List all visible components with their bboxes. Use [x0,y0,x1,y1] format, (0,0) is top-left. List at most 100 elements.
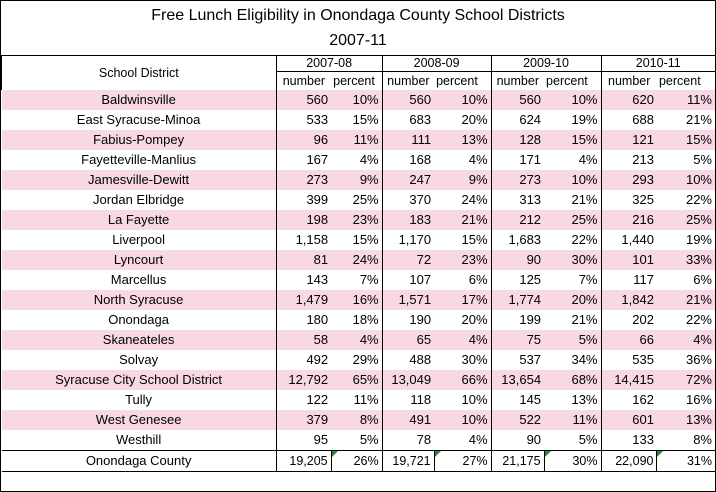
header-number: number [600,71,657,90]
district-name: Skaneateles [1,330,277,350]
percent-cell: 13% [434,130,492,150]
table-row: Baldwinsville 560 10% 560 10% 560 10% 620 11% [1,90,715,110]
percent-cell: 4% [656,330,715,350]
total-number-cell: 21,175 [490,450,545,472]
cell-flag-icon [545,451,551,457]
number-cell: 216 [600,210,657,230]
table-row: Solvay 492 29% 488 30% 537 34% 535 36% [2,350,716,370]
number-cell: 125 [490,270,545,290]
percent-cell: 15% [352,112,379,127]
percent-cell: 30% [461,352,488,367]
number-cell: 90 [490,250,545,270]
table-row: Jordan Elbridge 399 25% 370 24% 313 21% 325 22% [2,190,716,210]
number-cell: 601 [600,410,657,430]
number-cell: 96 [275,130,332,150]
number-cell: 560 [381,90,435,110]
number-cell: 101 [600,250,657,270]
percent-cell: 13% [656,410,715,430]
number-cell: 560 [490,90,545,110]
header-percent: percent [333,74,375,88]
percent-cell: 34% [571,352,598,367]
number-cell: 14,415 [600,370,657,390]
percent-cell: 11% [544,410,601,430]
district-name: Onondaga [108,312,169,327]
number-cell: 688 [600,110,657,130]
percent-cell: 24% [331,250,383,270]
district-name: Fabius-Pompey [1,130,277,150]
header-year: 2007-08 [275,55,383,72]
number-cell: 488 [381,350,435,370]
percent-cell: 10% [461,392,488,407]
number-cell: 313 [490,190,545,210]
percent-cell: 18% [352,312,379,327]
district-name: La Fayette [1,210,277,230]
total-percent-cell: 27% [433,450,492,472]
data-table: School District 2007-08 2008-09 2009-10 … [1,55,715,472]
number-cell: 1,170 [381,230,435,250]
number-cell: 399 [275,190,332,210]
percent-cell: 10% [544,90,601,110]
percent-cell: 4% [434,330,492,350]
number-cell: 111 [381,130,435,150]
total-row: Onondaga County 19,205 26% 19,721 27% 21,175 3… [1,450,715,472]
header-sub-row: number percent number percent number per… [2,71,716,90]
number-cell: 168 [381,150,435,170]
percent-cell: 36% [685,352,712,367]
percent-cell: 15% [461,232,488,247]
number-cell: 81 [275,250,332,270]
number-cell: 13,049 [381,370,435,390]
number-cell: 624 [490,110,545,130]
number-cell: 1,571 [381,290,435,310]
number-cell: 212 [490,210,545,230]
percent-cell: 33% [656,250,715,270]
percent-cell: 21% [434,210,492,230]
percent-cell: 13% [571,392,598,407]
table-row: Onondaga 180 18% 190 20% 199 21% 202 22% [2,310,716,330]
percent-cell: 11% [331,130,383,150]
number-cell: 117 [600,270,657,290]
percent-cell: 5% [544,330,601,350]
percent-cell: 6% [468,272,488,287]
number-cell: 118 [381,390,435,410]
number-cell: 121 [600,130,657,150]
total-percent-cell: 26% [330,450,383,472]
total-percent-cell: 31% [656,450,715,472]
number-cell: 58 [275,330,332,350]
percent-cell: 8% [693,432,712,447]
percent-cell: 30% [544,250,601,270]
percent-cell: 10% [434,410,492,430]
percent-cell: 15% [352,232,379,247]
district-name: Liverpool [112,232,165,247]
table-row: Fabius-Pompey 96 11% 111 13% 128 15% 121 15% [1,130,715,150]
cell-flag-icon [657,451,664,457]
number-cell: 1,774 [490,290,545,310]
district-name: Lyncourt [1,250,277,270]
number-cell: 537 [490,350,545,370]
number-cell: 213 [600,150,657,170]
header-year: 2009-10 [490,55,601,72]
table-row: Skaneateles 58 4% 65 4% 75 5% 66 4% [1,330,715,350]
number-cell: 370 [381,190,435,210]
number-cell: 107 [381,270,435,290]
percent-cell: 11% [353,392,379,407]
table-row: Marcellus 143 7% 107 6% 125 7% 117 6% [2,270,716,290]
number-cell: 13,654 [490,370,545,390]
percent-cell: 25% [544,210,601,230]
percent-cell: 29% [352,352,379,367]
number-cell: 122 [275,390,332,410]
total-number: 19,205 [289,454,328,468]
table-row: Liverpool 1,158 15% 1,170 15% 1,683 22% 1,440 19… [2,230,716,250]
percent-cell: 10% [544,170,601,190]
district-name: North Syracuse [1,290,277,310]
total-percent-cell: 30% [543,450,601,472]
total-percent: 27% [462,454,488,468]
number-cell: 133 [600,430,657,451]
district-name: Marcellus [110,272,167,287]
total-label: Onondaga County [1,450,277,472]
number-cell: 379 [275,410,332,430]
percent-cell: 10% [434,90,492,110]
percent-cell: 4% [468,432,488,447]
percent-cell: 19% [571,112,598,127]
total-number: 21,175 [502,454,541,468]
